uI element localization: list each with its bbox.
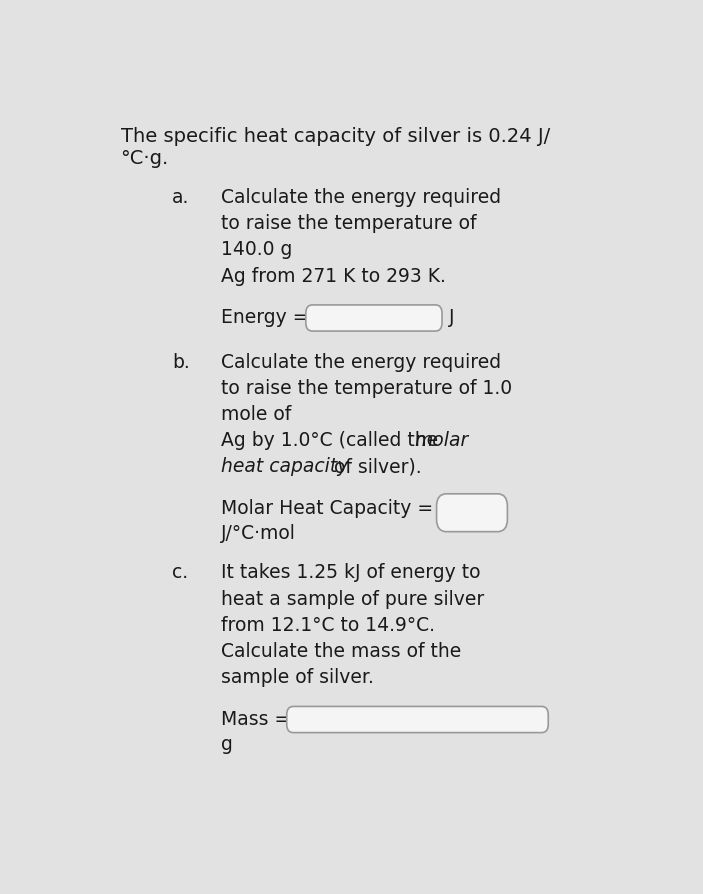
Text: g: g	[221, 735, 233, 754]
Text: It takes 1.25 kJ of energy to: It takes 1.25 kJ of energy to	[221, 563, 481, 582]
Text: Energy =: Energy =	[221, 308, 315, 327]
Text: c.: c.	[172, 563, 188, 582]
Text: mole of: mole of	[221, 405, 292, 424]
Text: Calculate the mass of the: Calculate the mass of the	[221, 642, 462, 661]
Text: J/°C·mol: J/°C·mol	[221, 524, 296, 544]
Text: Mass =: Mass =	[221, 710, 297, 729]
FancyBboxPatch shape	[287, 706, 548, 732]
Text: Molar Heat Capacity =: Molar Heat Capacity =	[221, 500, 439, 519]
FancyBboxPatch shape	[306, 305, 442, 331]
Text: molar: molar	[415, 431, 469, 451]
Text: from 12.1°C to 14.9°C.: from 12.1°C to 14.9°C.	[221, 616, 435, 635]
Text: Calculate the energy required: Calculate the energy required	[221, 188, 501, 207]
Text: Ag by 1.0°C (called the: Ag by 1.0°C (called the	[221, 431, 444, 451]
Text: 140.0 g: 140.0 g	[221, 240, 292, 259]
Text: of silver).: of silver).	[328, 458, 421, 477]
Text: to raise the temperature of: to raise the temperature of	[221, 215, 477, 233]
Text: The specific heat capacity of silver is 0.24 J/: The specific heat capacity of silver is …	[121, 127, 550, 146]
Text: J: J	[449, 308, 454, 327]
Text: a.: a.	[172, 188, 190, 207]
Text: to raise the temperature of 1.0: to raise the temperature of 1.0	[221, 379, 512, 398]
Text: sample of silver.: sample of silver.	[221, 668, 374, 687]
Text: b.: b.	[172, 353, 190, 372]
Text: °C·g.: °C·g.	[121, 148, 169, 168]
FancyBboxPatch shape	[437, 493, 508, 532]
Text: Calculate the energy required: Calculate the energy required	[221, 353, 501, 372]
Text: heat a sample of pure silver: heat a sample of pure silver	[221, 589, 484, 609]
Text: Ag from 271 K to 293 K.: Ag from 271 K to 293 K.	[221, 266, 446, 285]
Text: heat capacity: heat capacity	[221, 458, 349, 477]
